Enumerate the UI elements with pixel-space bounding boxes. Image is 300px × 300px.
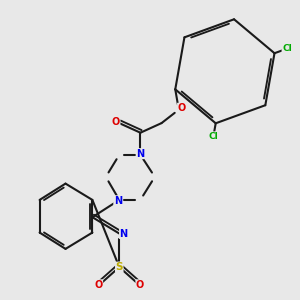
- Text: O: O: [136, 280, 144, 290]
- Text: O: O: [94, 280, 103, 290]
- Text: Cl: Cl: [282, 44, 292, 53]
- Text: O: O: [178, 103, 186, 113]
- Text: N: N: [136, 148, 145, 159]
- Text: Cl: Cl: [208, 132, 218, 141]
- Text: S: S: [116, 262, 123, 272]
- Text: N: N: [119, 229, 128, 238]
- Text: N: N: [114, 196, 122, 206]
- Text: O: O: [112, 117, 120, 127]
